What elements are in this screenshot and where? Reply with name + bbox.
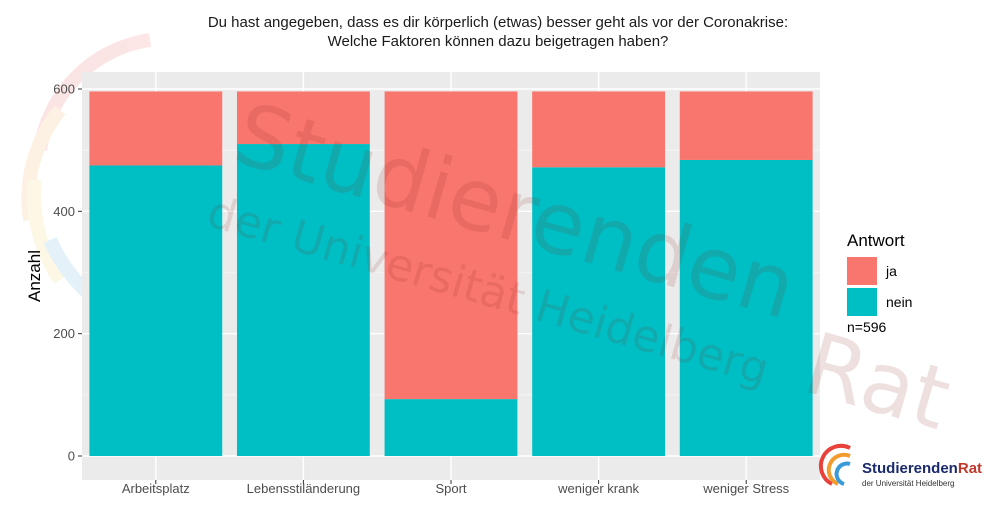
bar-ja-Sport [384, 91, 518, 400]
y-tick-label: 600 [53, 82, 75, 97]
x-tick-label: weniger Stress [702, 481, 789, 496]
bar-ja-weniger Stress [679, 91, 813, 160]
bar-ja-weniger krank [532, 91, 666, 168]
legend: Antwort ja nein n=596 [847, 231, 912, 335]
y-tick-label: 0 [68, 449, 75, 464]
y-tick-label: 400 [53, 204, 75, 219]
y-axis-title: Anzahl [25, 250, 44, 302]
x-tick-label: Lebensstiländerung [247, 481, 360, 496]
bar-nein-weniger Stress [679, 159, 813, 456]
bar-nein-weniger krank [532, 167, 666, 456]
legend-swatch-ja [847, 257, 877, 285]
bars [89, 91, 813, 457]
y-tick-label: 200 [53, 326, 75, 341]
logo-name-part2: Rat [958, 460, 982, 477]
sample-size-note: n=596 [847, 319, 887, 335]
chart-title: Du hast angegeben, dass es dir körperlic… [208, 14, 788, 31]
legend-title: Antwort [847, 231, 905, 250]
bar-nein-Sport [384, 399, 518, 456]
legend-label-ja: ja [885, 263, 897, 279]
x-tick-label: Arbeitsplatz [122, 481, 190, 496]
logo-subtitle: der Universität Heidelberg [862, 479, 955, 488]
legend-swatch-nein [847, 288, 877, 316]
logo-name-part1: Studierenden [862, 460, 958, 477]
svg-text:StudierendenRat: StudierendenRat [862, 460, 982, 477]
x-tick-label: Sport [435, 481, 466, 496]
bar-nein-Lebensstiländerung [236, 144, 370, 457]
legend-label-nein: nein [886, 294, 912, 310]
chart-subtitle: Welche Faktoren können dazu beigetragen … [328, 33, 669, 50]
x-tick-label: weniger krank [557, 481, 639, 496]
bar-ja-Lebensstiländerung [236, 91, 370, 145]
bar-ja-Arbeitsplatz [89, 91, 223, 166]
logo-mark [818, 443, 851, 486]
bar-nein-Arbeitsplatz [89, 165, 223, 457]
axes: 0 200 400 600 Arbeitsplatz Lebensstiländerung… [53, 82, 789, 497]
logo: StudierendenRat der Universität Heidelbe… [818, 443, 982, 488]
